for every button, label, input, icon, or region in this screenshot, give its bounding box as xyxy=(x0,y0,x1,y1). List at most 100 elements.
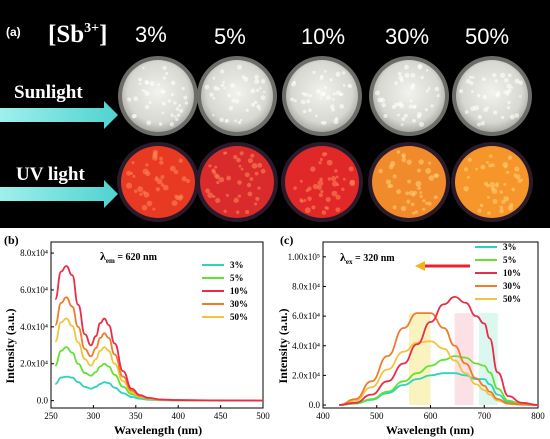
powder-speckle xyxy=(339,104,345,109)
uv-speckle xyxy=(299,179,303,183)
photo-panel: (a) [Sb3+] 3% 5% 10% 30% 50% Sunlight UV… xyxy=(0,0,550,228)
uv-speckle xyxy=(207,192,214,199)
emission-chart: (c) Intensity (a.u.) Wavelength (nm) λex… xyxy=(276,233,545,437)
uv-speckle xyxy=(134,189,138,193)
powder-speckle xyxy=(181,86,185,91)
powder-speckle xyxy=(138,82,142,86)
powder-speckle xyxy=(239,118,243,122)
y-tick-label: 0.0 xyxy=(309,400,321,410)
uv-speckle xyxy=(428,175,435,181)
uv-speckle xyxy=(225,193,229,197)
uv-speckle xyxy=(137,186,144,192)
uv-speckle xyxy=(244,172,250,178)
powder-speckle xyxy=(412,118,416,123)
powder-speckle xyxy=(302,109,307,114)
uv-speckle xyxy=(400,205,407,212)
powder-speckle xyxy=(225,118,229,123)
powder-speckle xyxy=(471,75,475,79)
uv-speckle xyxy=(475,167,479,171)
powder-speckle xyxy=(383,113,388,119)
uv-speckle xyxy=(489,181,496,188)
uv-speckle xyxy=(428,161,432,165)
conc-label-1: 3% xyxy=(135,22,167,47)
powder-speckle xyxy=(174,115,177,118)
uv-arrow xyxy=(0,180,118,208)
uv-speckle xyxy=(406,159,412,165)
uv-speckle xyxy=(427,201,432,206)
powder-speckle xyxy=(179,108,184,114)
uv-speckle xyxy=(408,190,414,196)
uv-light-label: UV light xyxy=(16,164,85,185)
powder-speckle xyxy=(253,100,258,105)
uv-speckle xyxy=(247,191,253,197)
powder-speckle xyxy=(230,82,236,88)
legend-label: 5% xyxy=(503,255,517,265)
powder-speckle xyxy=(493,110,498,115)
x-tick-label: 350 xyxy=(129,411,143,421)
series-line-50pct xyxy=(54,317,264,402)
uv-speckle xyxy=(503,195,509,202)
uv-speckle xyxy=(507,155,513,160)
powder-speckle xyxy=(342,84,346,87)
powder-speckle xyxy=(170,80,176,86)
uv-speckle xyxy=(320,189,324,194)
powder-speckle xyxy=(436,94,440,98)
powder-speckle xyxy=(492,73,497,78)
powder-speckle xyxy=(138,77,143,82)
powder-speckle xyxy=(397,71,402,76)
uv-speckle xyxy=(255,196,260,201)
uv-speckle xyxy=(489,154,493,158)
uv-speckle xyxy=(216,180,220,185)
chart-c-ylabel: Intensity (a.u.) xyxy=(276,308,290,383)
conc-label-4: 30% xyxy=(385,24,429,49)
uv-speckle xyxy=(491,188,498,195)
uv-speckle xyxy=(173,169,179,175)
uv-speckle xyxy=(208,164,212,168)
powder-speckle xyxy=(394,81,398,85)
powder-speckle xyxy=(170,113,174,117)
legend-label: 10% xyxy=(503,268,521,278)
powder-speckle xyxy=(127,97,132,102)
uv-speckle xyxy=(307,196,312,201)
uv-speckle xyxy=(169,165,176,172)
uv-speckle xyxy=(332,180,338,187)
uv-speckle xyxy=(341,187,345,191)
uv-speckle xyxy=(214,165,218,169)
uv-speckle xyxy=(335,194,341,200)
powder-speckle xyxy=(204,84,210,90)
uv-speckle xyxy=(419,194,423,199)
uv-speckle xyxy=(330,175,337,182)
y-tick-label: 6.0x10⁴ xyxy=(292,311,320,321)
powder-speckle xyxy=(381,102,386,108)
uv-speckle xyxy=(233,197,239,203)
powder-speckle xyxy=(258,108,261,111)
uv-speckle xyxy=(260,168,266,174)
powder-speckle xyxy=(509,114,515,120)
powder-speckle xyxy=(476,93,481,98)
uv-speckle xyxy=(487,195,491,199)
uv-speckle xyxy=(159,160,164,165)
y-tick-label: 8.0x10⁴ xyxy=(20,248,48,258)
powder-speckle xyxy=(254,78,260,84)
powder-speckle xyxy=(334,117,339,121)
powder-speckle xyxy=(377,97,383,103)
dopant-label-prefix: [Sb xyxy=(48,21,84,48)
uv-speckle xyxy=(463,167,469,172)
powder-speckle xyxy=(510,86,514,89)
uv-speckle xyxy=(418,159,424,165)
powder-speckle xyxy=(160,89,165,94)
series-line-10pct xyxy=(54,265,264,402)
powder-speckle xyxy=(410,72,416,78)
powder-speckle xyxy=(404,72,410,78)
y-tick-label: 4.0x10⁴ xyxy=(292,341,320,351)
chart-c-panel-tag: (c) xyxy=(280,233,293,247)
x-tick-label: 800 xyxy=(531,411,545,421)
chart-b-xlabel: Wavelength (nm) xyxy=(114,423,202,437)
powder-speckle xyxy=(341,71,346,75)
uv-speckle xyxy=(245,209,250,215)
uv-speckle xyxy=(251,162,258,169)
uv-speckle xyxy=(235,210,240,215)
powder-speckle xyxy=(161,111,165,115)
powder-speckle xyxy=(483,107,489,113)
powder-speckle xyxy=(409,99,413,103)
